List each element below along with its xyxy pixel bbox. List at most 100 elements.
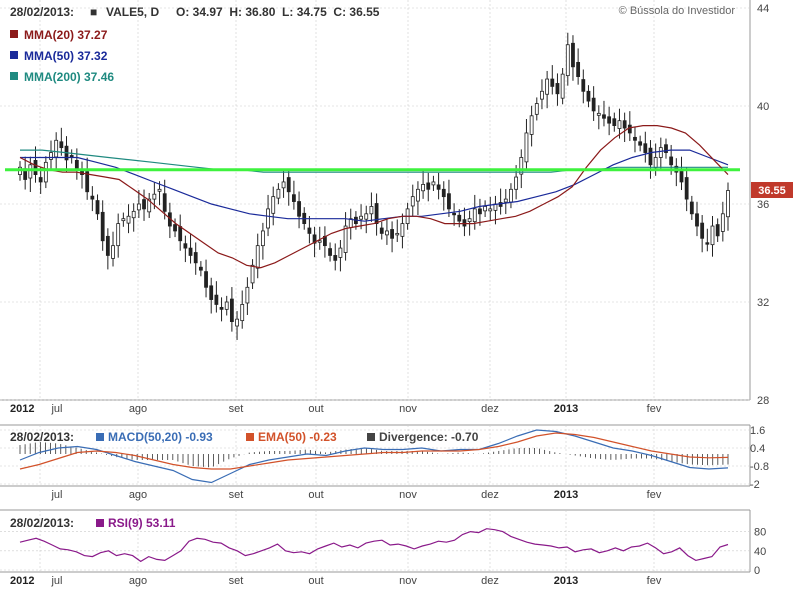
candle-body [116,223,121,247]
candle-body [121,218,126,222]
candle-body [664,144,668,153]
x-axis-labels-macd: jul ago set out nov dez 2013 fev [50,489,661,501]
candle-body [136,203,141,211]
price-header-ohlc: O: 34.97 H: 36.80 L: 34.75 C: 36.55 [176,5,380,19]
x-axis-label: set [229,489,244,501]
macd-panel [0,424,751,487]
candle-body [157,188,162,192]
candle-body [617,120,622,129]
rsi-panel [0,509,751,573]
candle-body [586,90,591,102]
x-axis-label: ago [129,489,147,501]
candle-body [602,114,606,119]
candle-body [229,298,234,322]
macd-y-tick: 0.4 [750,443,765,455]
candle-body [648,147,653,166]
candle-body [152,193,157,200]
price-y-tick: 36 [757,199,769,211]
candle-body [162,193,167,212]
candle-body [467,218,472,223]
candle-body [726,190,730,218]
candle-body [95,200,100,215]
macd-y-tick: -0.8 [750,461,769,473]
candle-body [689,201,694,215]
mma20-line [19,125,729,269]
rsi-y-tick: 40 [754,546,766,558]
candle-body [653,157,658,169]
x-axis-label: nov [399,489,417,501]
candle-body [416,188,420,202]
x-axis-label: nov [399,575,417,587]
last-price-badge: 36.55 [751,182,793,198]
candle-body [328,248,332,256]
x-axis-label: 2013 [554,575,578,587]
candle-body [90,195,95,200]
last-price-badge-text: 36.55 [758,185,786,197]
candlestick-series [18,32,730,340]
x-axis-label: fev [647,403,662,415]
macd-legend-swatch [96,433,104,441]
macd-legend-label: MACD(50,20) -0.93 [108,430,213,444]
mma200-legend-swatch [10,72,18,80]
candle-body [214,294,219,305]
candle-body [390,229,394,239]
source-credit: © Bússola do Investidor [619,5,736,17]
candle-body [555,83,560,95]
x-axis-label: ago [129,575,147,587]
candle-body [111,245,115,259]
candle-body [291,194,296,202]
candle-body [183,243,188,249]
x-axis-label: fev [647,489,662,501]
x-axis-label: out [308,403,323,415]
price-y-axis: 44 40 36 32 28 [757,3,769,407]
ema-legend-label: EMA(50) -0.23 [258,430,337,444]
candle-body [286,177,291,193]
mma50-line [20,149,729,222]
candle-body [540,90,544,100]
candle-body [198,266,203,271]
x-axis-label: 2012 [10,575,34,587]
candle-body [209,285,214,300]
candle-body [524,132,529,163]
mma20-legend-swatch [10,30,18,38]
divergence-legend-swatch [367,433,375,441]
x-axis-label: nov [399,403,417,415]
x-axis-label: jul [50,403,62,415]
macd-y-tick: -2 [750,479,760,491]
candle-body [359,215,363,220]
rsi-y-axis: 80 40 0 [754,527,766,577]
macd-divergence-histogram [19,442,729,468]
candle-body [514,176,519,190]
price-y-tick: 44 [757,3,769,15]
rsi-y-tick: 80 [754,527,766,539]
candle-body [307,227,312,234]
candle-body [271,196,276,214]
candle-body [705,242,710,245]
candle-body [224,301,229,310]
x-axis-label: jul [50,489,62,501]
candle-body [695,213,699,227]
candle-body [385,230,389,236]
candle-body [240,304,245,322]
rsi-header-date: 28/02/2013: [10,516,74,530]
candle-body [622,120,627,129]
candle-body [488,208,493,212]
candle-body [297,201,301,217]
mma200-line [20,149,728,173]
candle-body [369,206,374,215]
candle-body [126,215,131,224]
candle-body [550,78,555,87]
candle-body [715,224,720,237]
candle-body [343,225,348,253]
candle-body [472,208,477,223]
x-axis-label: set [229,403,244,415]
candle-body [529,115,534,135]
candle-body [581,79,586,92]
price-header-bullet: ■ [90,5,97,19]
rsi-y-tick: 0 [754,565,760,577]
price-header-ticker: VALE5, D [106,5,159,19]
mma50-legend-swatch [10,51,18,59]
price-y-tick: 40 [757,101,769,113]
candle-body [576,61,581,77]
candle-body [421,183,425,192]
